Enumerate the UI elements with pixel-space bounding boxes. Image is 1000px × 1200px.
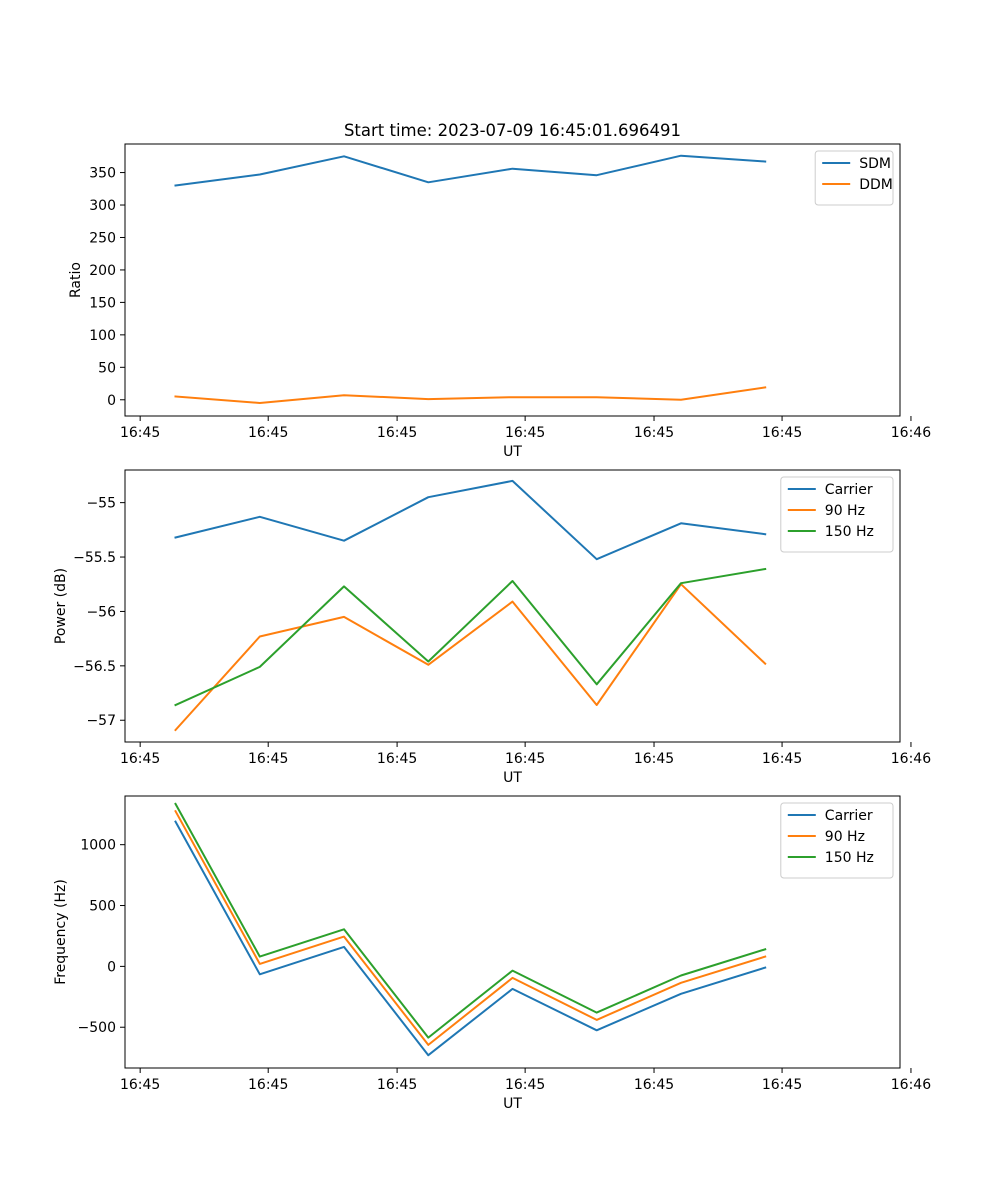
y-tick-label: −55 — [86, 496, 116, 512]
series-group — [174, 479, 767, 732]
legend-label: Carrier — [825, 808, 873, 824]
legend-frame — [814, 150, 894, 206]
y-axis-label: Power (dB) — [53, 568, 69, 644]
x-tick-label: 16:45 — [377, 425, 417, 441]
y-tick-label: −56 — [86, 604, 116, 620]
axes-frame — [124, 795, 901, 1069]
legend-label: DDM — [859, 177, 893, 193]
series-group — [174, 154, 767, 404]
x-tick-label: 16:45 — [634, 1077, 674, 1093]
legend-label: 150 Hz — [825, 524, 874, 540]
x-tick-label: 16:45 — [120, 1077, 160, 1093]
y-tick-label: 250 — [89, 230, 116, 246]
x-tick-label: 16:45 — [248, 1077, 288, 1093]
legend: Carrier 90 Hz 150 Hz — [780, 802, 894, 879]
y-tick-label: 100 — [89, 328, 116, 344]
chart-panel-1: 16:45 16:45 16:45 16:45 16:45 16:45 16:46 0 50 10… — [68, 121, 931, 460]
legend-label: Carrier — [825, 482, 873, 498]
legend-label: 90 Hz — [825, 829, 865, 845]
x-tick-label: 16:45 — [762, 425, 802, 441]
y-tick-label: −57 — [86, 713, 116, 729]
y-tick-label: 0 — [107, 959, 116, 975]
series-group — [174, 802, 767, 1057]
x-tick-label: 16:45 — [762, 1077, 802, 1093]
chart-panel-2: 16:45 16:45 16:45 16:45 16:45 16:45 16:46 −57 −5… — [53, 469, 931, 786]
series-line-ddm — [174, 386, 767, 404]
axes-frame — [124, 143, 901, 417]
y-tick-label: 50 — [98, 360, 116, 376]
y-axis-label: Ratio — [68, 262, 84, 298]
legend-label: SDM — [859, 156, 891, 172]
x-tick-label: 16:45 — [505, 1077, 545, 1093]
y-tick-label: 500 — [89, 899, 116, 915]
series-line-150-hz — [174, 802, 767, 1039]
legend-frame — [780, 802, 894, 879]
x-tick-label: 16:45 — [505, 425, 545, 441]
y-tick-label: 350 — [89, 166, 116, 182]
x-tick-label: 16:45 — [377, 1077, 417, 1093]
x-tick-label: 16:46 — [891, 425, 931, 441]
series-line-150-hz — [174, 567, 767, 707]
x-tick-label: 16:45 — [634, 751, 674, 767]
y-tick-label: 300 — [89, 198, 116, 214]
x-tick-label: 16:45 — [377, 751, 417, 767]
y-tick-label: 1000 — [80, 838, 116, 854]
series-line-90-hz — [174, 809, 767, 1046]
x-tick-label: 16:45 — [505, 751, 545, 767]
series-line-carrier — [174, 820, 767, 1057]
legend-label: 150 Hz — [825, 850, 874, 866]
x-tick-label: 16:45 — [634, 425, 674, 441]
x-tick-label: 16:46 — [891, 1077, 931, 1093]
axes-frame — [124, 469, 901, 743]
x-axis-label: UT — [503, 770, 522, 786]
x-tick-label: 16:45 — [762, 751, 802, 767]
x-tick-label: 16:45 — [120, 751, 160, 767]
y-axis-label: Frequency (Hz) — [53, 879, 69, 985]
legend: SDM DDM — [814, 150, 894, 206]
y-tick-label: 0 — [107, 393, 116, 409]
legend-label: 90 Hz — [825, 503, 865, 519]
series-line-90-hz — [174, 583, 767, 732]
x-tick-label: 16:46 — [891, 751, 931, 767]
chart-panel-3: 16:45 16:45 16:45 16:45 16:45 16:45 16:46 −500 0… — [53, 795, 931, 1112]
y-tick-label: −500 — [78, 1020, 116, 1036]
y-tick-label: −55.5 — [73, 550, 116, 566]
y-tick-label: 150 — [89, 295, 116, 311]
series-line-carrier — [174, 479, 767, 561]
x-axis-label: UT — [503, 1096, 522, 1112]
legend-frame — [780, 476, 894, 553]
series-line-sdm — [174, 154, 767, 187]
x-tick-label: 16:45 — [248, 751, 288, 767]
x-axis-label: UT — [503, 444, 522, 460]
y-tick-label: 200 — [89, 263, 116, 279]
chart-title: Start time: 2023-07-09 16:45:01.696491 — [344, 121, 681, 140]
legend: Carrier 90 Hz 150 Hz — [780, 476, 894, 553]
y-tick-label: −56.5 — [73, 659, 116, 675]
x-tick-label: 16:45 — [120, 425, 160, 441]
x-tick-label: 16:45 — [248, 425, 288, 441]
